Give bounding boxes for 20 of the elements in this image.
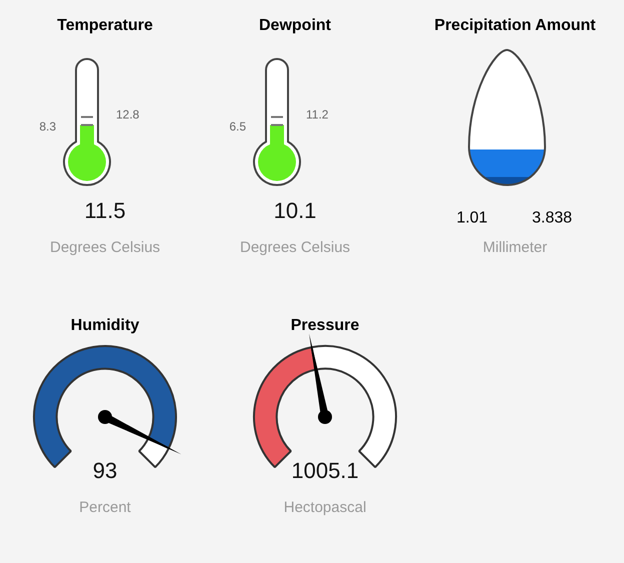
- text: Hectopascal: [284, 499, 366, 516]
- data-label: 3.838: [532, 209, 572, 226]
- chart-title: Humidity: [70, 317, 140, 334]
- text: Precipitation Amount: [434, 17, 596, 34]
- text: Temperature: [57, 17, 153, 34]
- text: 93: [92, 458, 118, 484]
- data-label: 11.5: [84, 198, 126, 224]
- chart-title: Pressure: [290, 317, 360, 334]
- text: 12.8: [116, 107, 140, 122]
- text: 8.3: [39, 119, 56, 134]
- text: 1005.1: [291, 458, 359, 484]
- data-label: 10.1: [274, 198, 316, 224]
- text: Dewpoint: [259, 17, 332, 34]
- text: Degrees Celsius: [240, 239, 350, 256]
- text: 11.2: [306, 107, 329, 122]
- text: 6.5: [229, 119, 246, 134]
- text: Percent: [79, 499, 132, 516]
- text: Millimeter: [482, 239, 548, 256]
- data-label: 1.01: [456, 209, 488, 226]
- text: Degrees Celsius: [50, 239, 160, 256]
